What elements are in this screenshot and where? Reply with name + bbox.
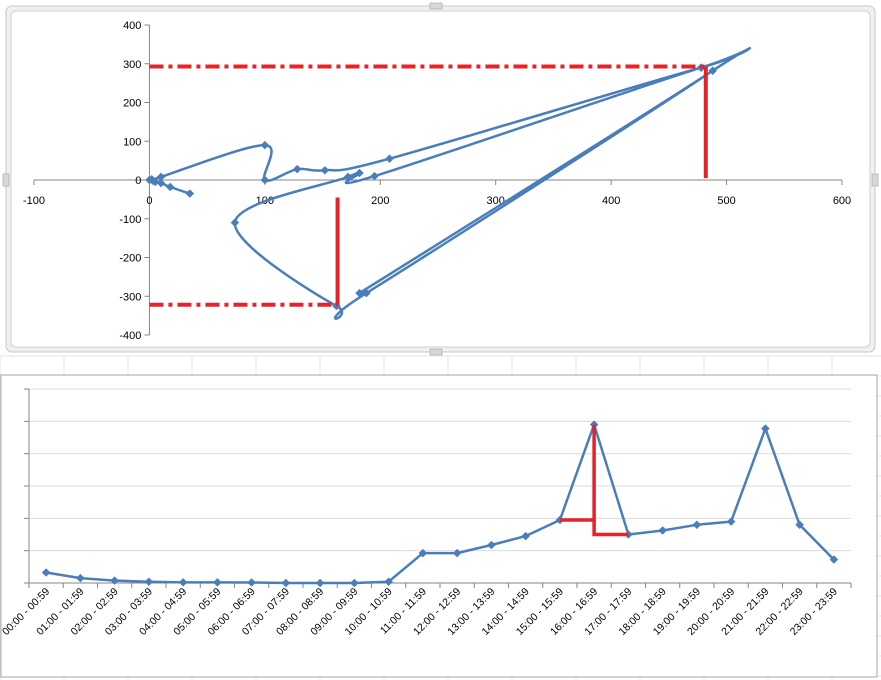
data-point[interactable] — [362, 288, 371, 298]
y-tick-label: -100 — [119, 214, 141, 226]
data-point[interactable] — [260, 140, 270, 150]
y-tick-label: -200 — [119, 253, 141, 265]
data-point[interactable] — [144, 577, 154, 587]
data-point[interactable] — [355, 288, 364, 298]
annotation-lines — [559, 424, 629, 537]
x-tick-label: -100 — [23, 195, 45, 207]
data-point[interactable] — [385, 154, 394, 164]
data-point[interactable] — [148, 176, 158, 186]
annotation-solid-line — [592, 520, 629, 537]
data-point[interactable] — [726, 517, 736, 526]
data-series[interactable] — [41, 420, 839, 588]
data-point[interactable] — [521, 531, 530, 541]
data-point[interactable] — [795, 520, 804, 530]
data-point[interactable] — [452, 548, 462, 558]
y-tick-label: -300 — [119, 291, 141, 303]
data-series[interactable] — [145, 46, 752, 320]
chart-resize-handle-top[interactable] — [429, 2, 443, 10]
data-point[interactable] — [281, 578, 291, 588]
data-point[interactable] — [156, 172, 166, 182]
data-point[interactable] — [213, 577, 222, 587]
chart-area[interactable] — [10, 10, 871, 348]
data-point[interactable] — [41, 568, 51, 577]
data-point[interactable] — [384, 577, 393, 587]
data-point[interactable] — [418, 548, 428, 558]
x-tick-label: 400 — [602, 195, 620, 207]
data-point[interactable] — [692, 520, 702, 530]
data-point[interactable] — [343, 172, 353, 182]
data-point[interactable] — [230, 218, 240, 227]
chart-resize-handle-right[interactable] — [871, 173, 879, 187]
series-line[interactable] — [45, 423, 835, 585]
chart-resize-handle-left[interactable] — [2, 173, 10, 187]
data-point[interactable] — [178, 577, 188, 587]
y-tick-label: 200 — [123, 98, 141, 110]
data-point[interactable] — [110, 576, 119, 585]
data-point[interactable] — [260, 175, 270, 185]
data-point[interactable] — [487, 540, 496, 550]
data-point[interactable] — [708, 66, 718, 76]
data-point[interactable] — [185, 189, 195, 198]
y-tick-label: 400 — [123, 20, 141, 32]
data-point[interactable] — [247, 578, 256, 587]
y-tick-label: 0 — [135, 175, 141, 187]
x-tick-label: 600 — [833, 195, 851, 207]
data-point[interactable] — [76, 573, 85, 583]
x-tick-label: 200 — [371, 195, 389, 207]
annotation-lines — [149, 64, 708, 307]
data-point[interactable] — [315, 578, 325, 588]
data-point[interactable] — [370, 171, 379, 181]
x-tick-label: 500 — [717, 195, 735, 207]
data-point[interactable] — [761, 424, 770, 433]
y-tick-label: 100 — [123, 136, 141, 148]
chart-resize-handle-bottom[interactable] — [429, 348, 443, 356]
data-point[interactable] — [355, 168, 364, 178]
y-tick-label: -400 — [119, 330, 141, 342]
data-point[interactable] — [165, 182, 175, 192]
data-point[interactable] — [658, 526, 667, 535]
y-tick-label: 300 — [123, 59, 141, 71]
data-point[interactable] — [829, 555, 839, 564]
data-point[interactable] — [320, 165, 330, 175]
x-tick-label: 0 — [146, 195, 152, 207]
chart-gridlines — [29, 388, 851, 552]
chart-area[interactable] — [0, 374, 878, 678]
data-point[interactable] — [292, 164, 302, 174]
data-point[interactable] — [350, 578, 359, 588]
